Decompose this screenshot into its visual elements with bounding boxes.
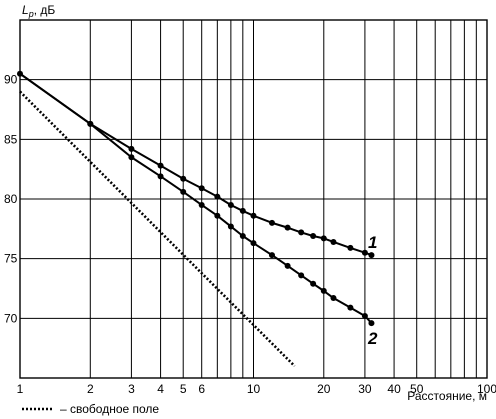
free-field-line xyxy=(19,90,296,367)
series-2-point xyxy=(284,262,291,269)
x-tick-label: 6 xyxy=(198,382,205,396)
series-1-point xyxy=(298,229,305,236)
y-axis-label-symbol: L xyxy=(22,3,29,17)
y-tick-label: 90 xyxy=(4,73,18,87)
series-2-point xyxy=(157,173,164,180)
series-1-point xyxy=(361,249,368,256)
x-tick-label: 40 xyxy=(387,382,401,396)
y-tick-label: 85 xyxy=(4,132,18,146)
series-1-point xyxy=(320,235,327,242)
x-tick-label: 4 xyxy=(157,382,164,396)
series-1-point xyxy=(368,252,375,259)
series-2-point xyxy=(250,240,257,247)
x-tick-label: 50 xyxy=(410,382,424,396)
y-tick-labels: 70 75 80 85 90 xyxy=(4,73,18,326)
grid xyxy=(19,20,488,378)
series-2-point xyxy=(310,280,317,287)
x-tick-label: 2 xyxy=(87,382,94,396)
series-2-point xyxy=(87,120,94,127)
x-tick-label: 100 xyxy=(477,382,496,396)
series-1-point xyxy=(284,224,291,231)
x-tick-label: 1 xyxy=(17,382,24,396)
series-1-point xyxy=(330,238,337,245)
series-2-point xyxy=(128,154,135,161)
x-tick-label: 10 xyxy=(247,382,261,396)
series-2-point xyxy=(214,212,221,219)
series-1-point xyxy=(310,232,317,239)
series-1-point xyxy=(347,244,354,251)
series-1-point xyxy=(239,207,246,214)
y-axis-label-unit: , дБ xyxy=(34,3,56,17)
series-1-point xyxy=(227,201,234,208)
series-2-point xyxy=(198,201,205,208)
y-axis-label-subscript: p xyxy=(28,9,34,19)
series-2-point xyxy=(368,320,375,327)
x-tick-labels: 1 2 3 4 5 6 10 20 30 40 50 100 xyxy=(17,382,496,396)
series-1-point xyxy=(250,212,257,219)
series-2-point xyxy=(330,295,337,302)
series-2-point xyxy=(239,232,246,239)
y-tick-label: 75 xyxy=(4,252,18,266)
x-tick-label: 5 xyxy=(180,382,187,396)
y-tick-label: 70 xyxy=(4,311,18,325)
y-axis-label: Lp, дБ xyxy=(22,3,55,19)
series-1-point xyxy=(198,185,205,192)
series-2-point xyxy=(268,252,275,259)
series-2-point xyxy=(227,223,234,230)
series-1-point xyxy=(214,193,221,200)
series-2-point xyxy=(180,188,187,195)
series-1-point xyxy=(128,145,135,152)
x-tick-label: 3 xyxy=(128,382,135,396)
series-2-point xyxy=(320,287,327,294)
x-tick-label: 20 xyxy=(317,382,331,396)
series-2-line xyxy=(19,72,373,324)
x-tick-label: 30 xyxy=(358,382,372,396)
series-group xyxy=(17,70,375,367)
series-1-line xyxy=(19,72,372,257)
series-label-2: 2 xyxy=(367,329,378,348)
y-tick-label: 80 xyxy=(4,192,18,206)
series-1-point xyxy=(180,175,187,182)
series-label-1: 1 xyxy=(368,233,377,252)
series-2-point xyxy=(298,272,305,279)
series-2-point xyxy=(347,304,354,311)
legend-label: – свободное поле xyxy=(60,402,159,416)
series-1-point xyxy=(157,162,164,169)
series-1-point xyxy=(268,219,275,226)
series-2-point xyxy=(361,312,368,319)
x-axis-label: Расстояние, м xyxy=(407,389,487,403)
plot-frame xyxy=(19,19,488,379)
